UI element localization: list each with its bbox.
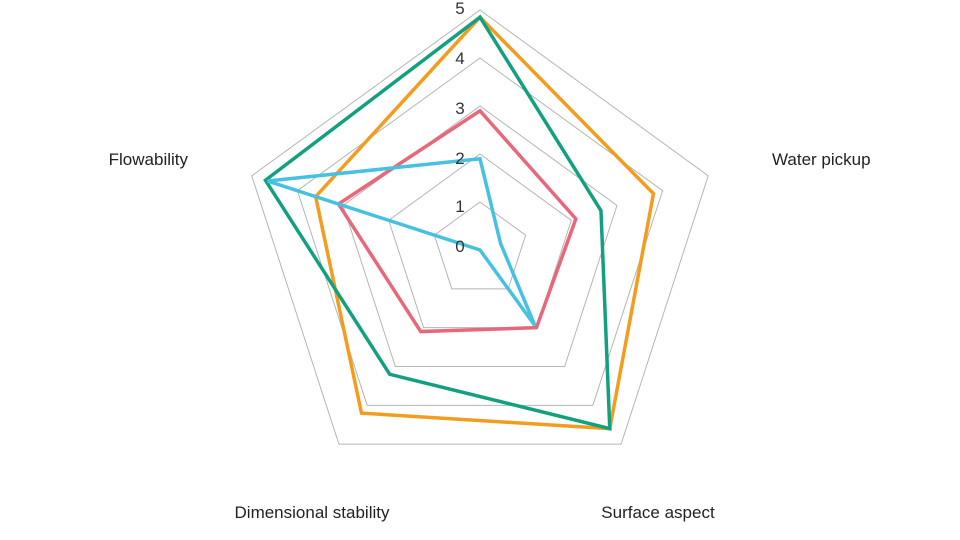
tick-label-5: 5 [455, 0, 464, 18]
radial-tick-labels: 0 1 2 3 4 5 [455, 0, 464, 256]
axis-label-dimensional-stability: Dimensional stability [235, 503, 390, 522]
axis-label-surface-aspect: Surface aspect [601, 503, 715, 522]
grid-ring-4 [296, 57, 664, 406]
tick-label-3: 3 [455, 99, 464, 118]
series-line-3 [336, 108, 578, 334]
series-line-2 [263, 14, 612, 431]
tick-label-1: 1 [455, 197, 464, 216]
tick-label-4: 4 [455, 49, 464, 68]
grid-ring-2 [388, 153, 572, 329]
radar-grid [251, 9, 709, 445]
tick-label-2: 2 [455, 149, 464, 168]
axis-label-flowability: Flowability [109, 150, 189, 169]
grid-ring-3 [342, 105, 618, 367]
series-line-1 [313, 14, 656, 431]
radar-series [263, 14, 656, 431]
grid-ring-5 [251, 9, 709, 445]
grid-ring-1 [433, 201, 527, 290]
axis-label-water-pickup: Water pickup [772, 150, 871, 169]
series-line-4 [267, 156, 537, 327]
tick-label-0: 0 [455, 237, 464, 256]
